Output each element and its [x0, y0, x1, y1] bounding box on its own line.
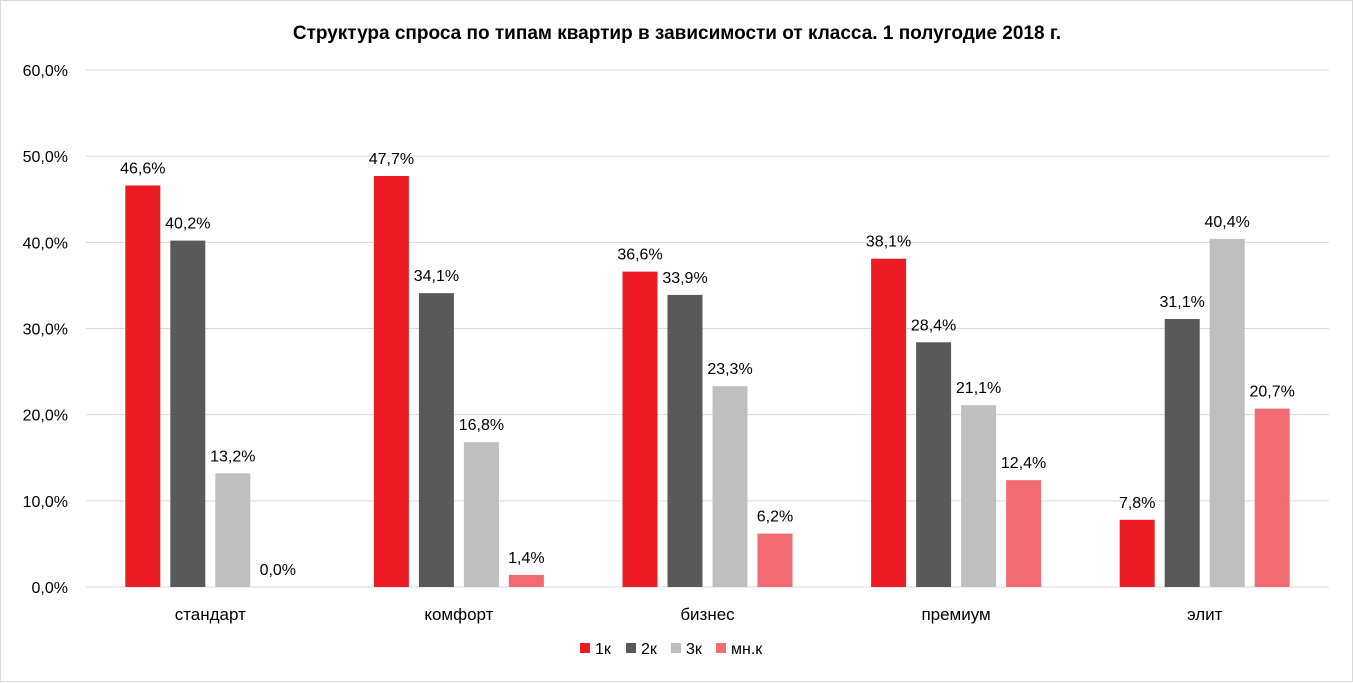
bar — [916, 342, 952, 587]
bar — [757, 533, 793, 587]
data-label: 1,4% — [508, 550, 544, 567]
bar — [712, 386, 748, 587]
data-label: 34,1% — [414, 268, 459, 285]
x-tick-label: элит — [1187, 605, 1223, 624]
legend-swatch — [580, 643, 590, 653]
y-tick-label: 10,0% — [23, 494, 68, 511]
data-label: 28,4% — [911, 317, 956, 334]
legend-label: 2к — [641, 641, 658, 658]
data-label: 13,2% — [210, 448, 255, 465]
y-axis-ticks: 0,0% 10,0% 20,0% 30,0% 40,0% 50,0% 60,0% — [23, 63, 68, 597]
bar — [1164, 319, 1200, 587]
bar — [373, 175, 409, 588]
data-label: 6,2% — [757, 509, 793, 526]
data-label: 12,4% — [1001, 455, 1046, 472]
y-tick-label: 30,0% — [23, 322, 68, 339]
x-tick-label: стандарт — [175, 605, 246, 624]
bars — [125, 175, 1290, 588]
bar — [508, 574, 544, 587]
y-tick-label: 60,0% — [23, 63, 68, 80]
data-label: 0,0% — [260, 562, 296, 579]
data-label: 31,1% — [1160, 294, 1205, 311]
bar — [170, 240, 206, 588]
bar — [1209, 238, 1245, 588]
y-tick-label: 0,0% — [32, 580, 68, 597]
y-tick-label: 20,0% — [23, 408, 68, 425]
legend-swatch — [626, 643, 636, 653]
x-tick-label: бизнес — [680, 605, 735, 624]
bar — [871, 258, 907, 587]
y-tick-label: 40,0% — [23, 235, 68, 252]
bar — [215, 473, 251, 587]
bar — [125, 185, 161, 588]
legend-label: 3к — [686, 641, 703, 658]
bar — [667, 294, 703, 587]
data-label: 47,7% — [369, 151, 414, 168]
bar — [1006, 480, 1042, 587]
data-label: 40,4% — [1205, 214, 1250, 231]
bar — [1254, 408, 1290, 587]
x-axis-categories: стандарт комфорт бизнес премиум элит — [175, 605, 1223, 624]
legend-label: 1к — [595, 641, 612, 658]
x-tick-label: комфорт — [424, 605, 493, 624]
bar — [961, 405, 997, 587]
legend-swatch — [716, 643, 726, 653]
data-label: 40,2% — [165, 216, 210, 233]
legend: 1к 2к 3к мн.к — [580, 641, 763, 658]
bar — [622, 271, 658, 587]
bar — [463, 442, 499, 587]
x-tick-label: премиум — [921, 605, 990, 624]
data-labels: 46,6% 40,2% 13,2% 0,0% 47,7% 34,1% 16,8% 1,4% 36… — [120, 151, 1295, 579]
legend-label: мн.к — [731, 641, 763, 658]
data-label: 33,9% — [662, 270, 707, 287]
chart-title: Структура спроса по типам квартир в зави… — [293, 23, 1061, 44]
gridlines — [86, 69, 1329, 588]
data-label: 16,8% — [459, 417, 504, 434]
data-label: 46,6% — [120, 160, 165, 177]
data-label: 21,1% — [956, 380, 1001, 397]
bar — [418, 293, 454, 587]
data-label: 38,1% — [866, 234, 911, 251]
data-label: 36,6% — [617, 247, 662, 264]
legend-swatch — [671, 643, 681, 653]
data-label: 7,8% — [1119, 495, 1155, 512]
data-label: 23,3% — [707, 361, 752, 378]
data-label: 20,7% — [1250, 384, 1295, 401]
y-tick-label: 50,0% — [23, 149, 68, 166]
bar — [1119, 519, 1155, 587]
